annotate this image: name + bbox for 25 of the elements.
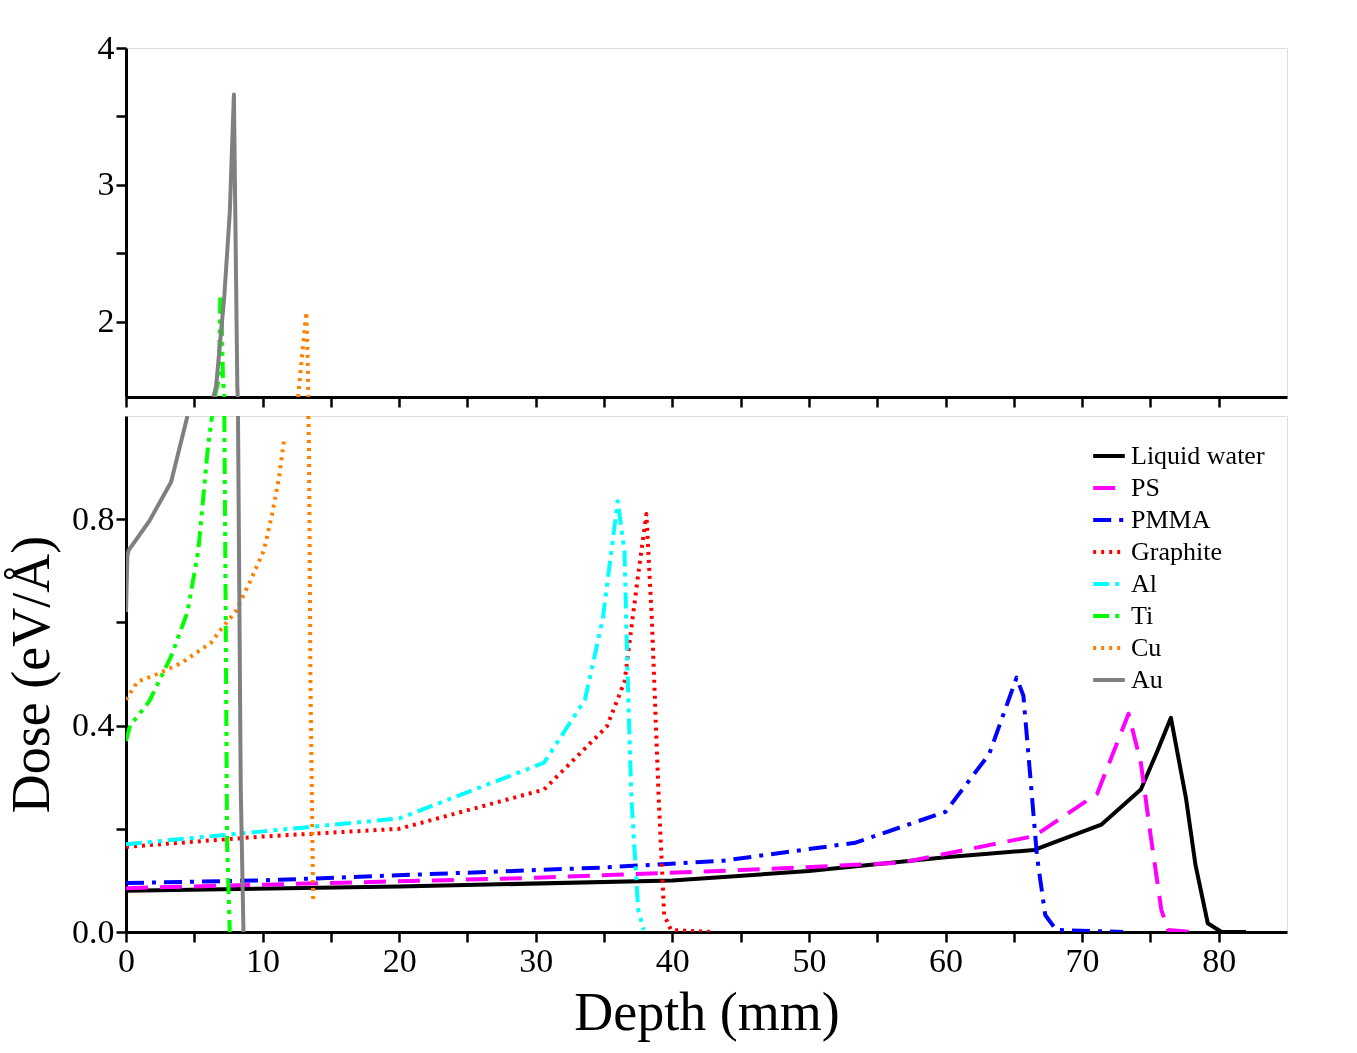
legend-label: Graphite bbox=[1131, 537, 1222, 566]
x-tick-label: 50 bbox=[792, 941, 827, 979]
legend-label: Au bbox=[1131, 665, 1163, 694]
legend-label: Ti bbox=[1131, 601, 1154, 630]
x-tick-label: 20 bbox=[382, 941, 417, 979]
x-tick-label: 0 bbox=[118, 941, 135, 979]
legend-label: Cu bbox=[1131, 633, 1162, 662]
y-tick-label: 2 bbox=[97, 302, 115, 340]
x-tick-label: 40 bbox=[655, 941, 690, 979]
legend-label: PMMA bbox=[1131, 505, 1211, 534]
legend-label: Al bbox=[1131, 569, 1157, 598]
legend-label: PS bbox=[1131, 473, 1160, 502]
y-axis-title: Dose (eV/Å) bbox=[1, 535, 61, 814]
x-tick-label: 10 bbox=[246, 941, 281, 979]
x-tick-label: 60 bbox=[929, 941, 964, 979]
x-tick-label: 80 bbox=[1202, 941, 1237, 979]
y-tick-label: 3 bbox=[97, 165, 115, 203]
y-tick-label: 0.4 bbox=[72, 706, 115, 744]
x-tick-label: 70 bbox=[1065, 941, 1100, 979]
y-tick-label: 4 bbox=[97, 28, 115, 66]
y-tick-label: 0.0 bbox=[72, 912, 115, 950]
x-axis-title: Depth (mm) bbox=[574, 981, 840, 1042]
y-tick-label: 0.8 bbox=[72, 499, 115, 537]
legend-label: Liquid water bbox=[1131, 441, 1265, 470]
x-tick-label: 30 bbox=[519, 941, 554, 979]
